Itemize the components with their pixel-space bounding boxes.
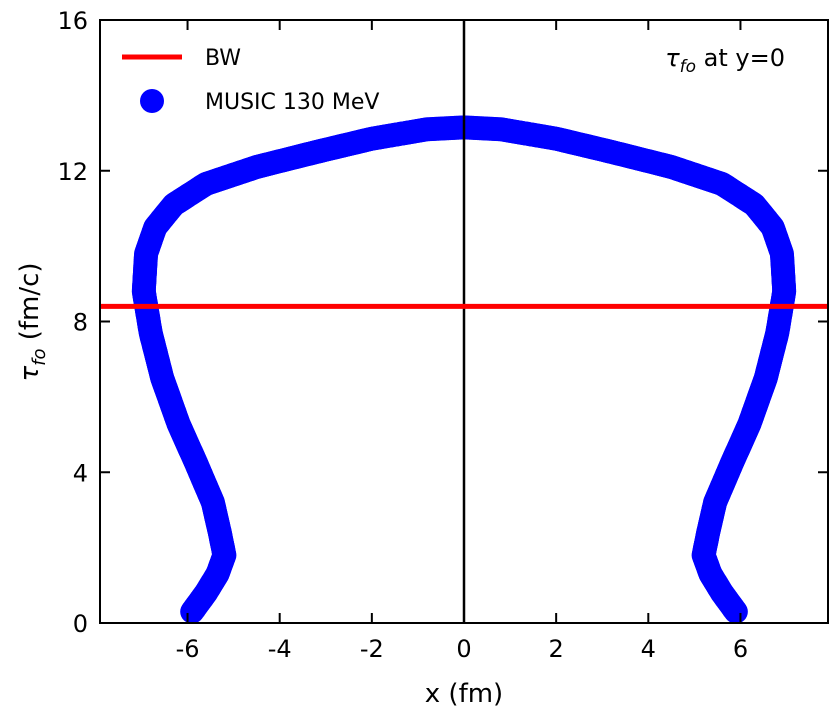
legend-music-label: MUSIC 130 MeV — [205, 90, 379, 115]
x-tick-label: 6 — [733, 635, 748, 663]
y-axis-label-unit: (fm/c) — [15, 262, 45, 348]
plot-area — [100, 20, 828, 623]
y-tick-label: 4 — [73, 459, 88, 487]
annotation-text: at y=0 — [696, 44, 785, 72]
y-tick-label: 8 — [73, 309, 88, 337]
annotation-subscript: fo — [680, 57, 696, 77]
y-axis-ticks: 0 4 8 12 16 — [57, 7, 828, 638]
y-tick-label: 0 — [73, 610, 88, 638]
legend-music-swatch — [140, 89, 164, 113]
y-axis-label-subscript: fo — [29, 349, 50, 366]
y-axis-label: τfo (fm/c) — [15, 262, 50, 381]
annotation-symbol: τ — [665, 44, 680, 72]
x-tick-label: -2 — [360, 635, 384, 663]
y-tick-label: 16 — [57, 7, 88, 35]
legend: BW MUSIC 130 MeV — [122, 46, 379, 115]
annotation-tau-fo: τfo at y=0 — [665, 44, 785, 77]
y-tick-label: 12 — [57, 158, 88, 186]
x-tick-label: 2 — [549, 635, 564, 663]
x-tick-label: 0 — [456, 635, 471, 663]
x-axis-ticks: -6 -4 -2 0 2 4 6 — [176, 20, 748, 663]
x-tick-label: 4 — [641, 635, 656, 663]
music-point — [723, 599, 748, 623]
x-axis-label: x (fm) — [425, 679, 503, 709]
x-tick-label: -4 — [268, 635, 292, 663]
y-axis-label-symbol: τ — [15, 366, 45, 382]
legend-bw-label: BW — [205, 46, 241, 71]
series-music-130-mev — [131, 115, 797, 623]
x-tick-label: -6 — [176, 635, 200, 663]
